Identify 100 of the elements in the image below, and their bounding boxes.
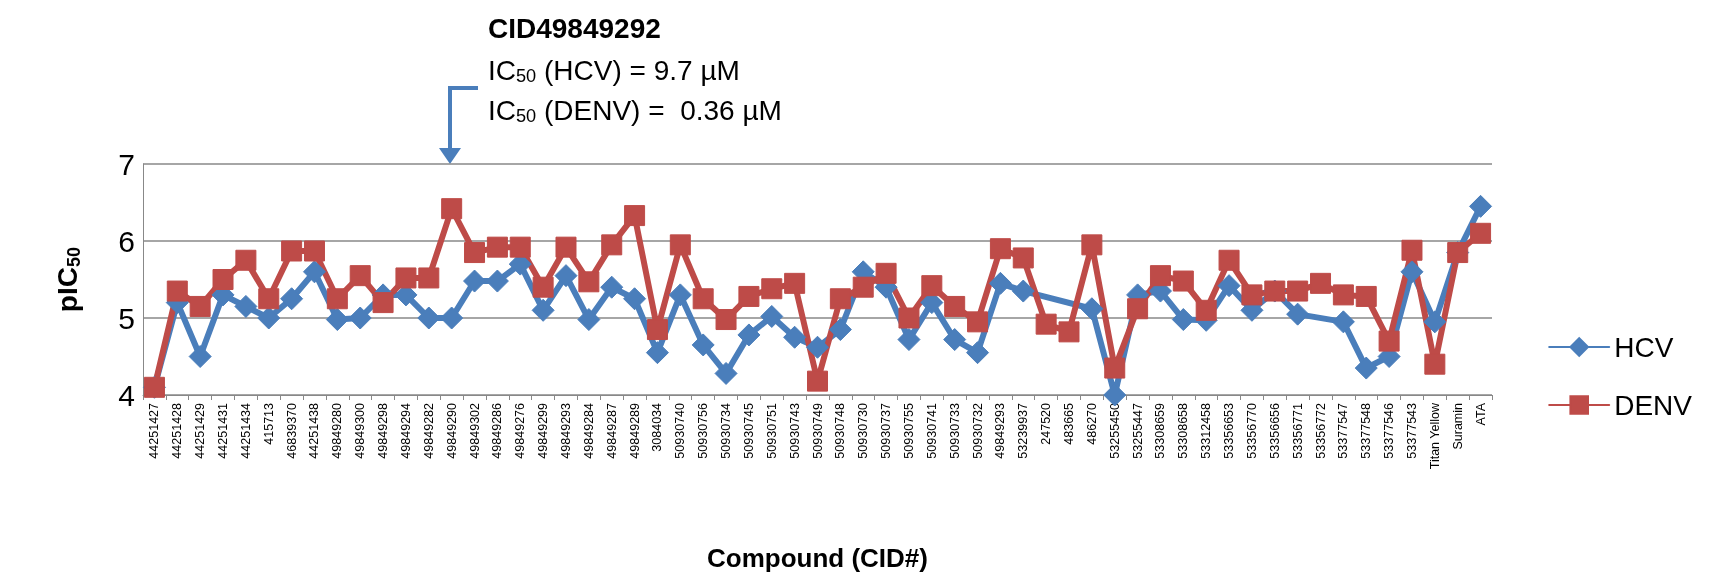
x-tick-label: 53377543 — [1404, 402, 1419, 459]
x-tick-label: 486270 — [1084, 402, 1099, 445]
x-tick-label: 50930756 — [696, 402, 711, 459]
point — [554, 264, 578, 288]
x-tick-label: 50930730 — [856, 402, 871, 459]
point — [828, 318, 852, 342]
point — [921, 275, 943, 297]
x-tick-label: 49849282 — [421, 402, 436, 459]
x-tick-label: 53312458 — [1199, 402, 1214, 459]
x-tick-label: 44251434 — [238, 402, 253, 459]
y-tick-label: 7 — [118, 147, 135, 181]
point — [761, 278, 783, 300]
point — [1217, 274, 1241, 298]
point — [509, 236, 531, 258]
x-tick-label: 49849299 — [536, 402, 551, 459]
x-tick-label: 53356770 — [1244, 402, 1259, 459]
y-tick-label: 5 — [118, 301, 135, 335]
legend-label: DENV — [1614, 389, 1693, 421]
x-tick-label: 49849276 — [513, 402, 528, 459]
x-tick-label: 53377548 — [1359, 402, 1374, 459]
x-tick-label: 44251427 — [147, 402, 162, 459]
point — [280, 287, 304, 311]
point — [760, 304, 784, 328]
point — [1424, 353, 1446, 375]
point — [601, 234, 623, 256]
point — [1470, 222, 1492, 244]
x-tick-label: 50930755 — [901, 402, 916, 459]
x-tick-label: 50930733 — [947, 402, 962, 459]
point — [257, 306, 281, 330]
point — [623, 287, 647, 311]
point — [532, 276, 554, 298]
point — [1035, 313, 1057, 335]
point — [646, 319, 668, 341]
point — [1400, 260, 1424, 284]
x-tick-label: 50930748 — [833, 402, 848, 459]
point — [325, 308, 349, 332]
point — [441, 198, 463, 220]
x-tick-label: 49849298 — [376, 402, 391, 459]
x-tick-label: 44251438 — [307, 402, 322, 459]
point — [486, 236, 508, 258]
point — [234, 294, 258, 318]
x-tick-label: 49849289 — [627, 402, 642, 459]
point — [1355, 285, 1377, 307]
point — [1171, 308, 1195, 332]
point — [1172, 270, 1194, 292]
x-tick-label: 44251431 — [216, 402, 231, 459]
point — [1469, 194, 1493, 218]
x-axis-title: Compound (CID#) — [707, 543, 928, 573]
point — [302, 260, 326, 284]
point — [897, 328, 921, 352]
point — [440, 306, 464, 330]
x-tick-label: 50930740 — [673, 402, 688, 459]
point — [1332, 284, 1354, 306]
point — [235, 249, 257, 271]
x-tick-label: 50930745 — [741, 402, 756, 459]
x-tick-label: 53356771 — [1290, 402, 1305, 459]
x-tick-label: 49849280 — [330, 402, 345, 459]
x-tick-label: 49849286 — [490, 402, 505, 459]
point — [943, 328, 967, 352]
point — [1378, 330, 1400, 352]
point — [349, 265, 371, 287]
x-tick-label: 53255447 — [1130, 402, 1145, 459]
y-axis-title: pIC50 — [52, 246, 84, 313]
point — [281, 240, 303, 262]
x-tick-label: 49849293 — [993, 402, 1008, 459]
point — [944, 295, 966, 317]
point — [1058, 321, 1080, 343]
point — [806, 335, 829, 359]
point — [1401, 239, 1423, 261]
x-tick-label: 49849293 — [558, 402, 573, 459]
point — [395, 267, 417, 289]
point — [1331, 310, 1355, 334]
point — [783, 325, 807, 349]
point — [692, 288, 714, 310]
point — [668, 283, 692, 307]
point — [1218, 249, 1240, 271]
y-tick-label: 4 — [118, 378, 135, 412]
x-tick-label: 49849290 — [444, 402, 459, 459]
x-tick-label: 53377547 — [1336, 402, 1351, 459]
x-tick-label: 50930737 — [879, 402, 894, 459]
x-tick-label: 44251429 — [193, 402, 208, 459]
point — [1195, 299, 1217, 321]
point — [1310, 272, 1332, 294]
point — [829, 288, 851, 310]
point — [166, 280, 188, 302]
x-tick-label: 3084034 — [650, 402, 665, 452]
x-tick-label: 46839370 — [284, 402, 299, 459]
point — [1127, 298, 1149, 320]
point — [1081, 234, 1103, 256]
point — [600, 275, 624, 299]
x-tick-label: ATA — [1473, 402, 1488, 426]
point — [372, 292, 394, 314]
point — [1286, 302, 1310, 326]
x-tick-label: 247520 — [1039, 402, 1054, 445]
x-tick-label: 53308658 — [1176, 402, 1191, 459]
point — [1080, 297, 1104, 321]
x-tick-label: 50930734 — [719, 402, 734, 459]
x-tick-label: 49849287 — [604, 402, 619, 459]
point — [898, 307, 920, 329]
x-tick-label: 53308659 — [1153, 402, 1168, 459]
